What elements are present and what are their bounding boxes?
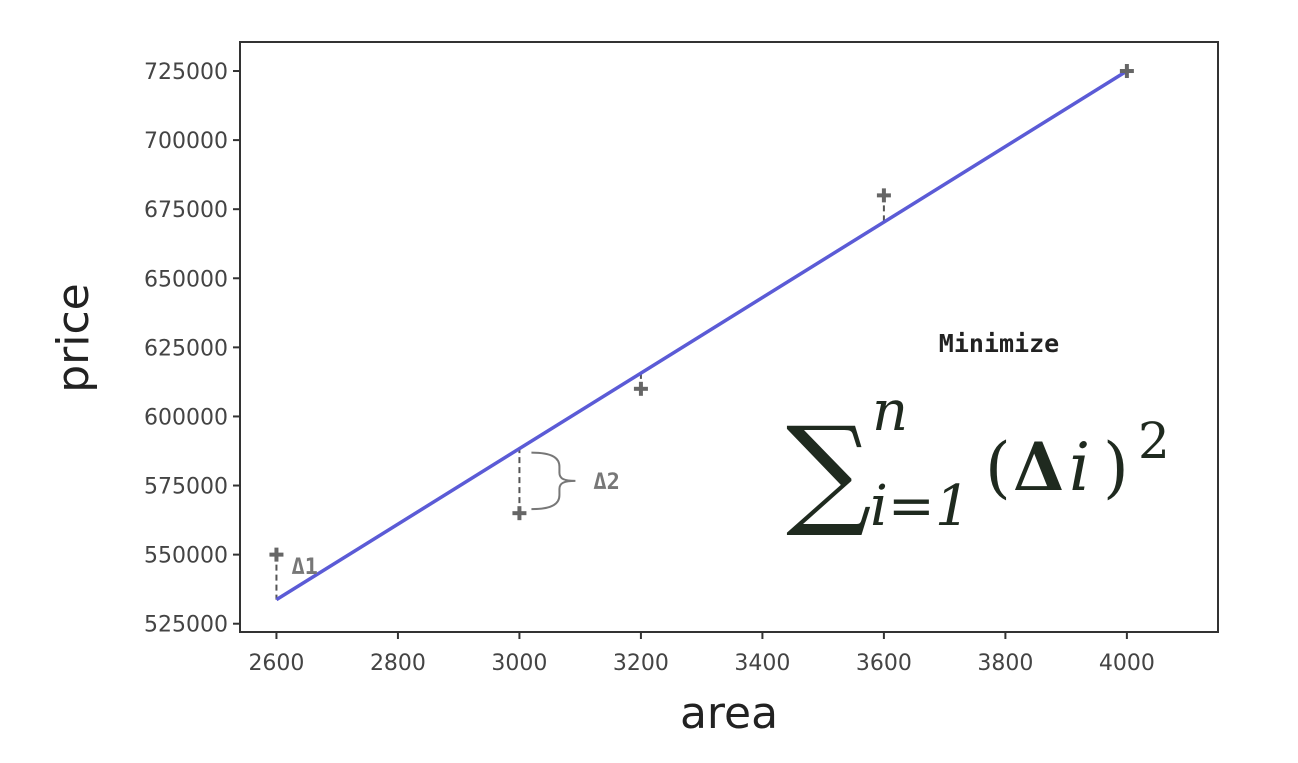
minimize-label: Minimize (939, 329, 1059, 358)
delta1-label: Δ1 (291, 555, 318, 580)
term-delta: Δ (1013, 428, 1064, 506)
x-tick-label: 3400 (734, 651, 790, 676)
data-points (269, 64, 1134, 562)
data-point (633, 381, 648, 396)
y-axis: 525000 550000 575000 600000 625000 650000 6750… (144, 60, 240, 638)
x-tick-label: 3800 (977, 651, 1033, 676)
lower-limit: i=1 (870, 474, 970, 539)
data-point (512, 506, 527, 521)
x-tick-label: 4000 (1099, 651, 1155, 676)
sum-of-squares-formula: ∑ n i=1 ( Δ i ) 2 (786, 379, 1170, 541)
term-i: i (1069, 429, 1090, 506)
term-close-paren: ) (1103, 429, 1129, 506)
sum-symbol: ∑ (786, 402, 872, 541)
y-tick-label: 700000 (144, 129, 228, 154)
delta2-label: Δ2 (593, 470, 620, 495)
y-tick-label: 675000 (144, 198, 228, 223)
plot-frame (239, 41, 1219, 633)
x-tick-label: 3000 (491, 651, 547, 676)
x-axis: 2600 2800 3000 3200 3400 3600 3800 4000 (248, 632, 1155, 676)
exponent: 2 (1138, 412, 1170, 470)
x-tick-label: 2800 (370, 651, 426, 676)
y-tick-label: 625000 (144, 336, 228, 361)
y-tick-label: 600000 (144, 405, 228, 430)
y-tick-label: 525000 (144, 613, 228, 638)
x-tick-label: 3200 (613, 651, 669, 676)
data-point (876, 188, 891, 203)
data-point (269, 547, 284, 562)
x-axis-title: area (680, 688, 778, 739)
x-tick-label: 2600 (248, 651, 304, 676)
y-tick-label: 550000 (144, 544, 228, 569)
y-tick-label: 725000 (144, 60, 228, 85)
regression-line (275, 69, 1128, 602)
y-tick-label: 575000 (144, 475, 228, 500)
x-tick-label: 3600 (856, 651, 912, 676)
y-axis-title: price (48, 283, 99, 393)
y-tick-label: 650000 (144, 267, 228, 292)
upper-limit: n (872, 379, 908, 444)
data-point (1119, 64, 1134, 79)
term-open-paren: ( (985, 429, 1011, 506)
